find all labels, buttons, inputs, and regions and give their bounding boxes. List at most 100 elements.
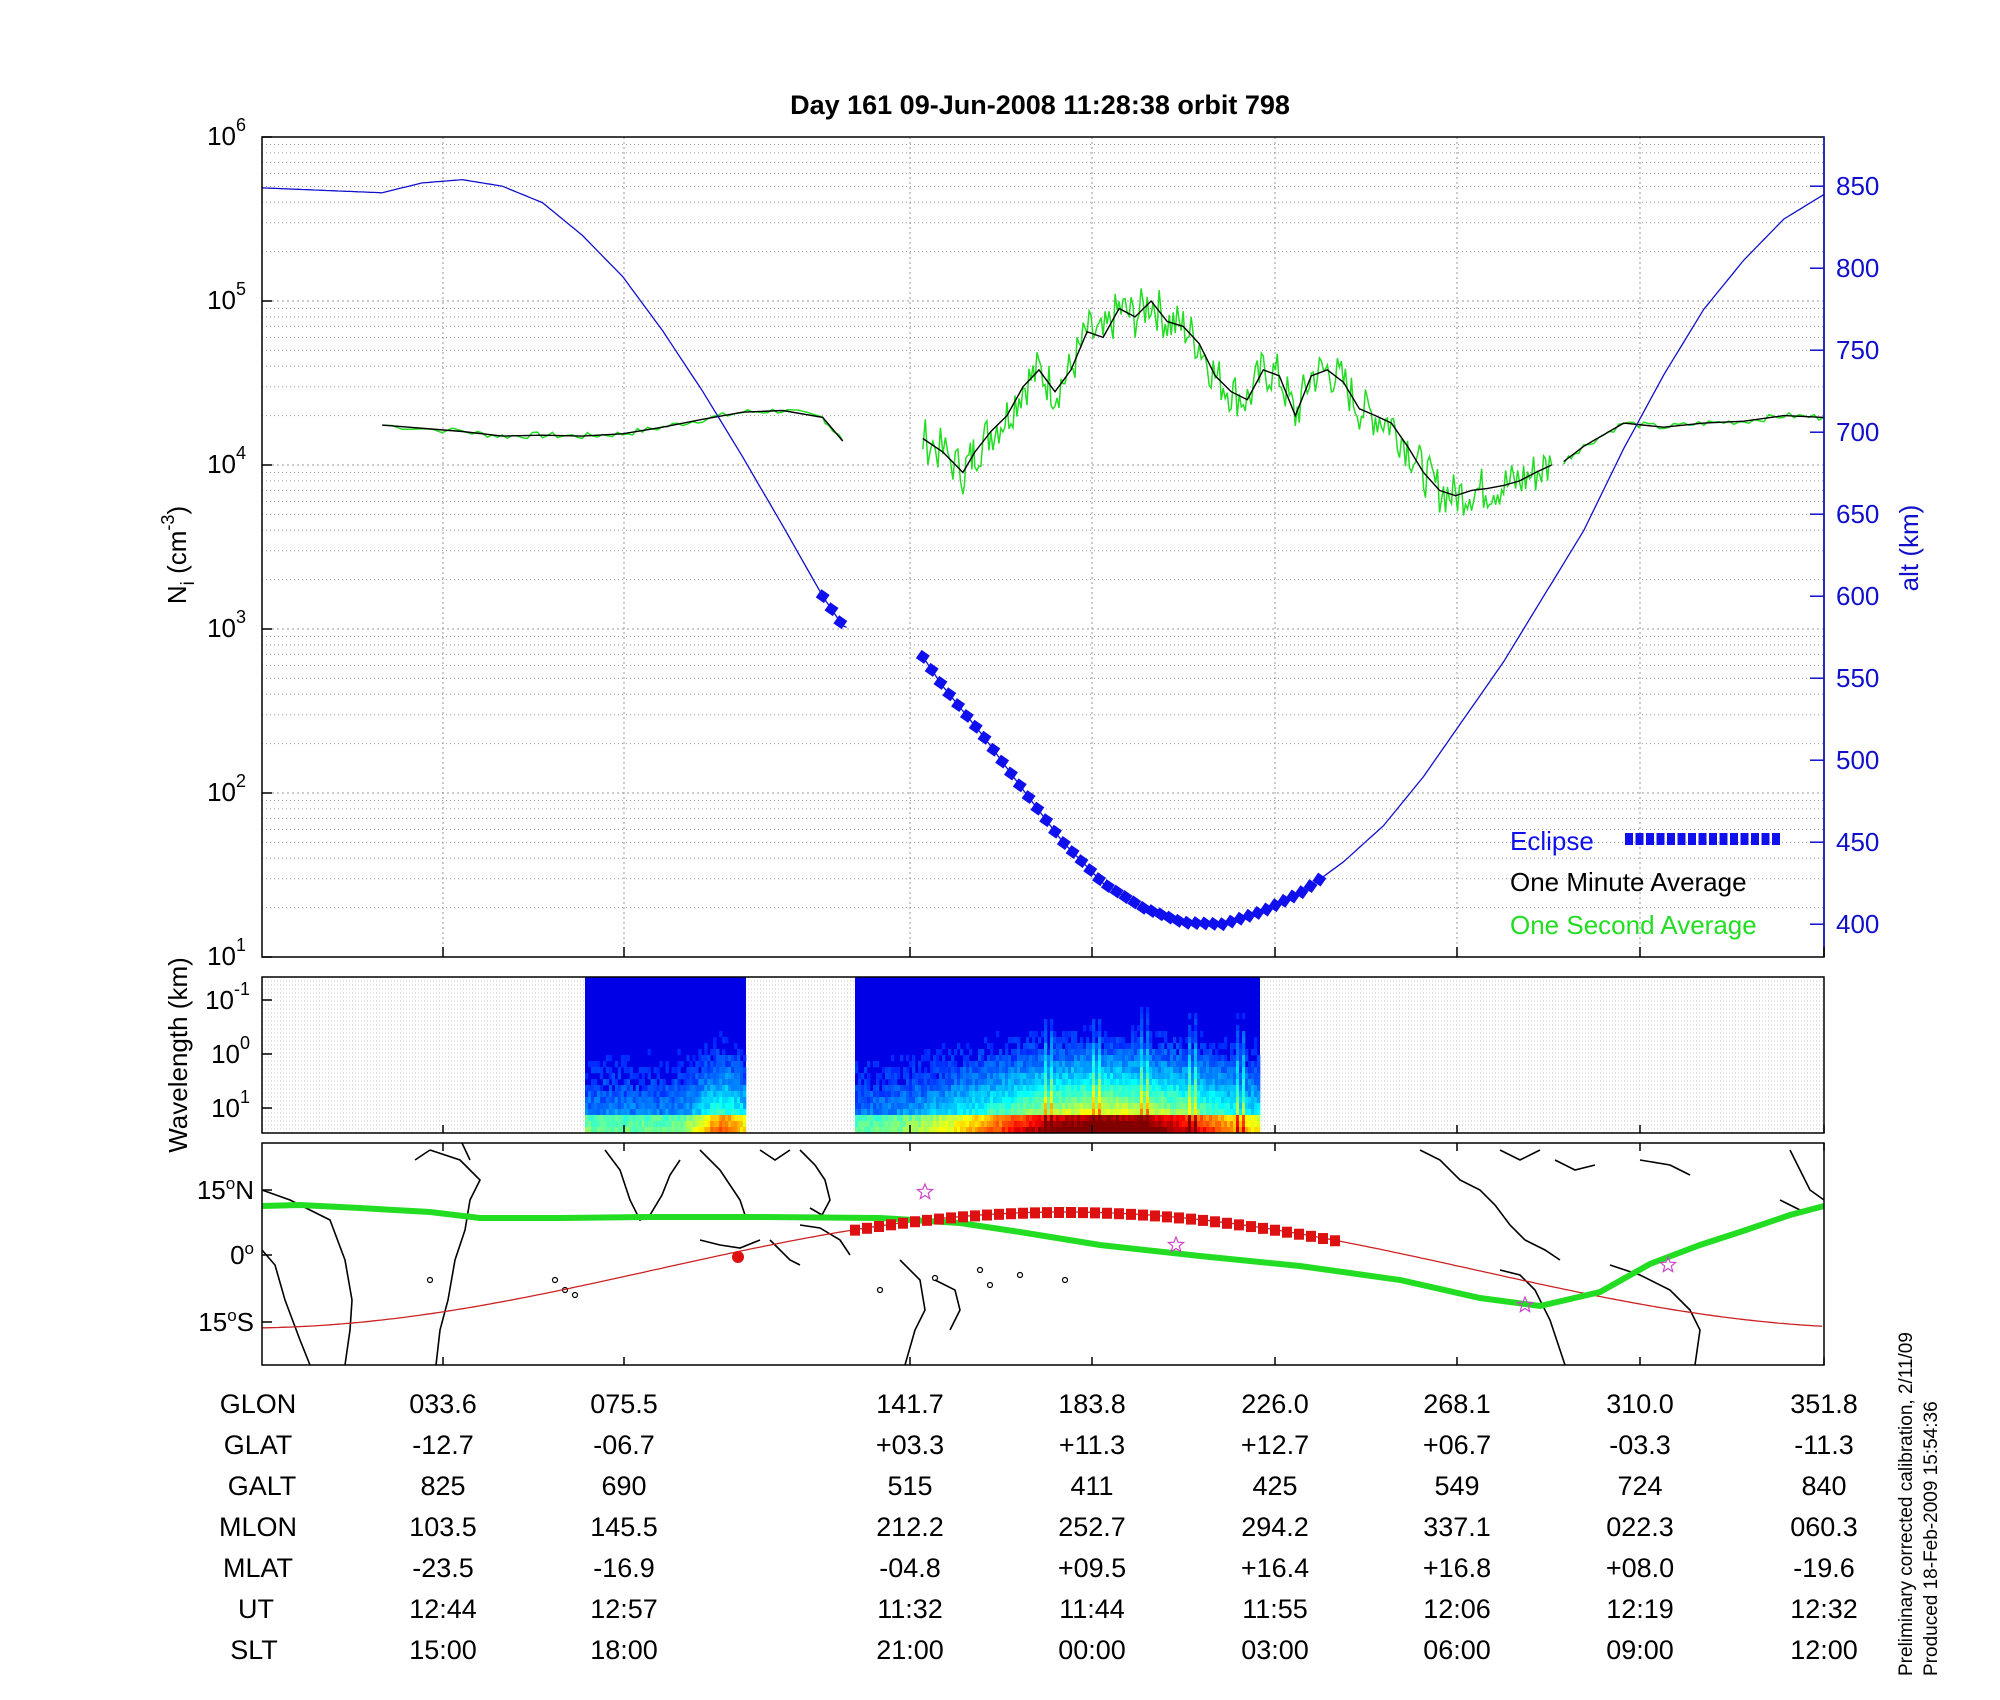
spectrogram-cell [1182, 1067, 1186, 1074]
spectrogram-cell [1002, 1079, 1006, 1086]
spectrogram-cell [912, 1127, 916, 1134]
eclipse-marker [1003, 766, 1018, 781]
spectrogram-cell [1236, 1061, 1240, 1068]
spectrogram-cell [1110, 1085, 1114, 1092]
spectrogram-cell [722, 1097, 726, 1104]
spectrogram-cell [909, 1109, 913, 1116]
spectrogram-cell [879, 1103, 883, 1110]
spectrogram-cell [665, 1103, 669, 1110]
spectrogram-cell [740, 1079, 744, 1086]
spectrogram-cell [1038, 1121, 1042, 1128]
table-cell: 12:44 [409, 1594, 477, 1624]
spectrogram-cell [1074, 1031, 1078, 1038]
spectrogram-cell [966, 1097, 970, 1104]
spectrogram-cell [734, 1103, 738, 1110]
table-cell: +09.5 [1058, 1553, 1126, 1583]
spectrogram-cell [1116, 1115, 1120, 1122]
spectrogram-cell [918, 1091, 922, 1098]
spectrogram-cell [1125, 1085, 1129, 1092]
spectrogram-cell [1122, 1055, 1126, 1062]
eclipse-marker [824, 602, 839, 617]
spectrogram-cell [1056, 1103, 1060, 1110]
spectrogram-cell [1191, 1037, 1195, 1044]
spectrogram-cell [713, 1037, 717, 1044]
spectrogram-cell [593, 1085, 598, 1092]
spectrogram-cell [1179, 1115, 1183, 1122]
spectrogram-cell [978, 1079, 982, 1086]
spectrogram-cell [1230, 1079, 1234, 1086]
spectrogram-cell [656, 1073, 660, 1080]
spectrogram-cell [1125, 1061, 1129, 1068]
spectrogram-cell [1224, 1127, 1228, 1134]
spectrogram-cell [918, 1115, 922, 1122]
spectrogram-cell [710, 1115, 714, 1122]
spectrogram-cell [704, 1091, 708, 1098]
spectrogram-cell [1110, 1055, 1114, 1062]
spectrogram-cell [1047, 1085, 1051, 1092]
spectrogram-cell [704, 1079, 708, 1086]
spectrogram-cell [1023, 1091, 1027, 1098]
spectrogram-cell [1251, 1079, 1255, 1086]
spectrogram-cell [1005, 1067, 1009, 1074]
spectrogram-cell [1179, 1127, 1183, 1134]
spectrogram-cell [1098, 1055, 1102, 1062]
spectrogram-cell [1062, 1115, 1066, 1122]
spectrogram-cell [870, 1109, 874, 1116]
spectrogram-cell [990, 1079, 994, 1086]
spectrogram-cell [1050, 1115, 1054, 1122]
spectrogram-cell [710, 1121, 714, 1128]
spectrogram-cell [948, 1103, 952, 1110]
spectrogram-cell [963, 1097, 967, 1104]
spectrogram-cell [1080, 1055, 1084, 1062]
spectrogram-cell [1098, 1025, 1102, 1032]
spectrogram-cell [1158, 1031, 1162, 1038]
spectrogram-cell [1071, 1031, 1075, 1038]
spectrogram-cell [867, 1103, 871, 1110]
spectrogram-cell [936, 1091, 940, 1098]
spectrogram-cell [1203, 1115, 1207, 1122]
spectrogram-cell [1089, 1121, 1093, 1128]
eclipse-track-marker [862, 1222, 872, 1234]
spectrogram-cell [638, 1079, 642, 1086]
spectrogram-cell [864, 1103, 868, 1110]
spectrogram-cell [1170, 1061, 1174, 1068]
spectrogram-cell [927, 1091, 931, 1098]
spectrogram-cell [1146, 1067, 1150, 1074]
spectrogram-cell [623, 1091, 628, 1098]
spectrogram-cell [1242, 1061, 1246, 1068]
spectrogram-cell [897, 1085, 901, 1092]
spectrogram-cell [1242, 1121, 1246, 1128]
spectrogram-cell [1215, 1121, 1219, 1128]
spectrogram-cell [909, 1121, 913, 1128]
spectrogram-cell [1182, 1115, 1186, 1122]
spectrogram-cell [1185, 1091, 1189, 1098]
spectrogram-cell [1026, 1049, 1030, 1056]
spectrogram-cell [1062, 1091, 1066, 1098]
spectrogram-cell [647, 1097, 651, 1104]
spectrogram-cell [1074, 1097, 1078, 1104]
spectrogram-cell [1134, 1031, 1138, 1038]
spectrogram-cell [1101, 1109, 1105, 1116]
spectrogram-cell [975, 1067, 979, 1074]
spectrogram-cell [1101, 1067, 1105, 1074]
spectrogram-cell [867, 1115, 871, 1122]
spectrogram-cell [1077, 1067, 1081, 1074]
spectrogram-cell [975, 1073, 979, 1080]
spectrogram-cell [662, 1109, 666, 1116]
spectrogram-cell [722, 1073, 726, 1080]
spectrogram-cell [1077, 1115, 1081, 1122]
spectrogram-cell [710, 1073, 714, 1080]
spectrogram-cell [978, 1109, 982, 1116]
spectrogram-cell [1161, 1097, 1165, 1104]
spectrogram-cell [1212, 1079, 1216, 1086]
spectrogram-cell [653, 1097, 657, 1104]
legend-eclipse-mark [1646, 833, 1654, 845]
spectrogram-cell [999, 1115, 1003, 1122]
legend-eclipse-marker [1625, 833, 1780, 845]
spectrogram-cell [951, 1061, 955, 1068]
spectrogram-cell [1149, 1079, 1153, 1086]
spectrogram-cell [1215, 1127, 1219, 1134]
y-tick-base: 10 [207, 941, 236, 971]
spectrogram-cell [614, 1109, 619, 1116]
